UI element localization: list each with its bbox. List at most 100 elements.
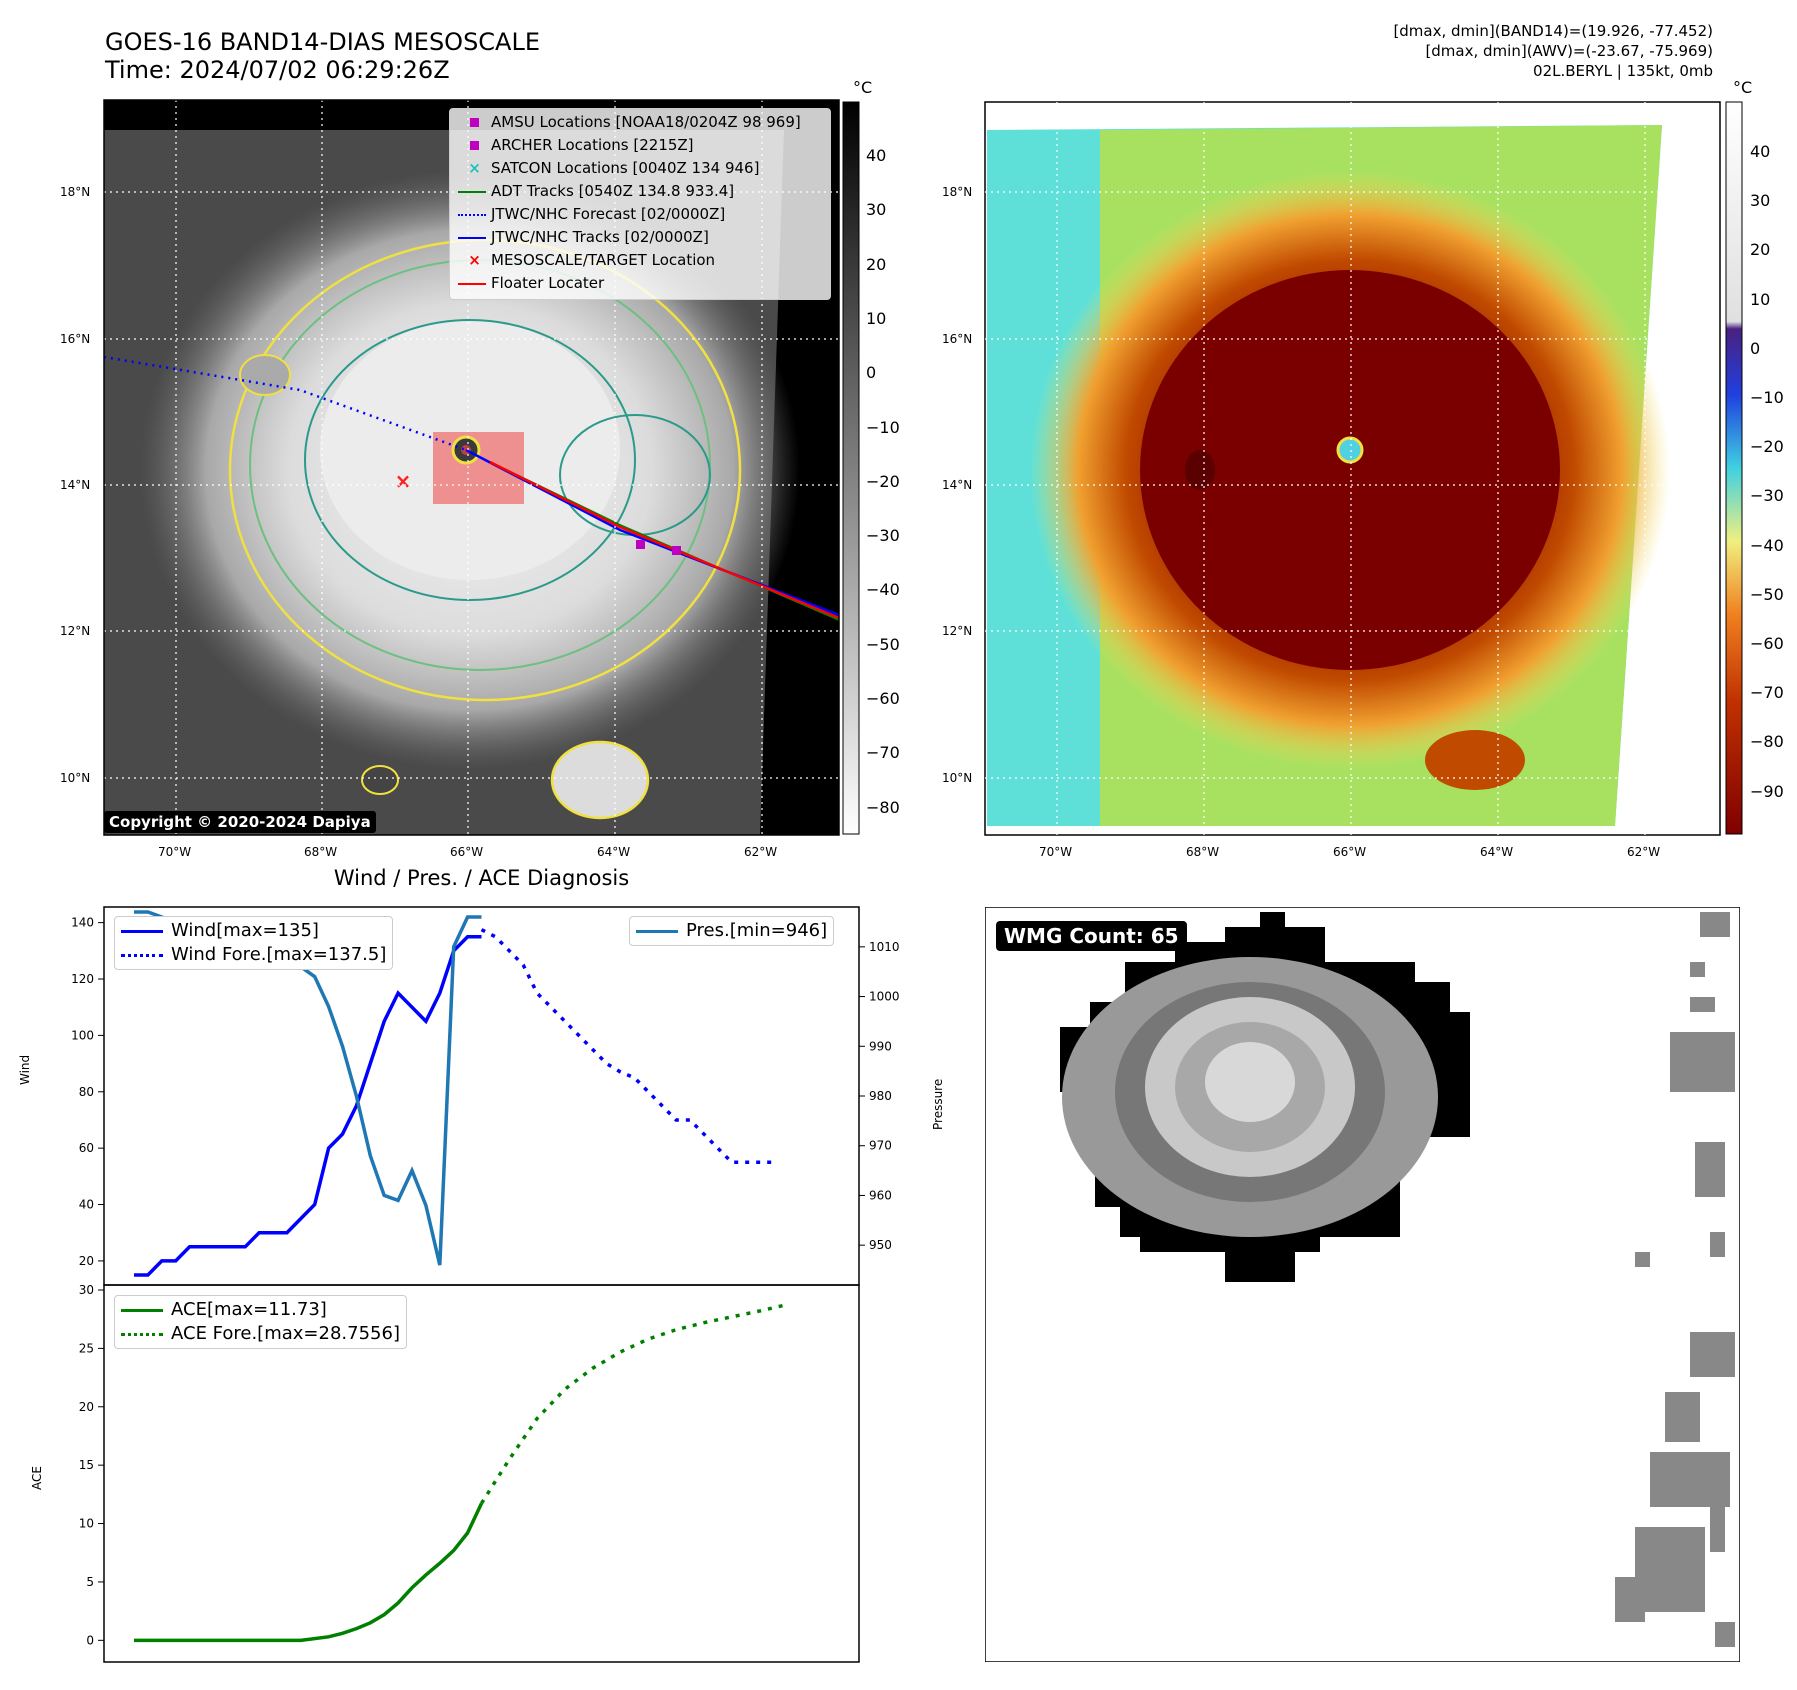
legend-marker: × — [468, 251, 481, 269]
pressure-ylabel: Pressure — [931, 1078, 945, 1130]
map-legend-item: × MESOSCALE/TARGET Location — [458, 251, 715, 269]
lon-label: 68°W — [304, 845, 338, 859]
map-legend-item: × SATCON Locations [0040Z 134 946] — [458, 159, 759, 177]
map-legend: AMSU Locations [NOAA18/0204Z 98 969] ARCH… — [449, 108, 831, 300]
ace-tick-label: 10 — [79, 1517, 94, 1531]
colorbar1-tick: 20 — [866, 254, 887, 274]
legend-label: Floater Locater — [491, 274, 605, 292]
lon-label: 62°W — [1627, 845, 1661, 859]
wind-forecast-line — [480, 928, 774, 1164]
colorbar2-tick: −40 — [1750, 535, 1784, 555]
colorbar2-tick: −60 — [1750, 634, 1784, 653]
wind-tick-label: 140 — [71, 916, 94, 930]
lon-label: 64°W — [1480, 845, 1514, 859]
ace-fore-legend-label: ACE Fore.[max=28.7556] — [171, 1323, 400, 1344]
pressure-tick-label: 950 — [869, 1238, 892, 1252]
lon-label: 64°W — [597, 845, 631, 859]
colorbar1-tick: 30 — [866, 200, 887, 220]
lat-label: 18°N — [942, 185, 973, 199]
wind-tick-label: 120 — [71, 972, 94, 986]
wind-legend-label: Wind[max=135] — [171, 920, 319, 941]
colorbar2-tick: 30 — [1750, 191, 1771, 211]
legend-label: SATCON Locations [0040Z 134 946] — [491, 159, 760, 177]
lon-label: 66°W — [450, 845, 484, 859]
ace-fore-legend-swatch — [121, 1332, 163, 1336]
pressure-tick-label: 970 — [869, 1139, 892, 1153]
legend-label: MESOSCALE/TARGET Location — [491, 251, 716, 269]
lat-label: 16°N — [942, 332, 973, 346]
lon-label: 70°W — [1039, 845, 1073, 859]
colorbar2-tick: 10 — [1750, 289, 1771, 309]
ace-series-line — [134, 1502, 484, 1643]
legend-label: AMSU Locations [NOAA18/0204Z 98 969] — [491, 113, 801, 131]
pressure-tick-label: 980 — [869, 1089, 892, 1103]
ace-tick-label: 0 — [86, 1633, 94, 1647]
map-legend-item: JTWC/NHC Forecast [02/0000Z] — [458, 205, 725, 223]
wind-series-line — [134, 934, 482, 1277]
colorbar1-tick: −70 — [866, 743, 900, 763]
wind-tick-label: 40 — [79, 1198, 94, 1212]
copyright-tag: Copyright © 2020-2024 Dapiya — [104, 811, 376, 833]
wmg-count-badge: WMG Count: 65 — [996, 921, 1187, 951]
wind-tick-label: 80 — [79, 1085, 94, 1099]
lat-label: 14°N — [942, 478, 973, 492]
legend-marker — [458, 190, 486, 193]
wmg-panel — [985, 907, 1740, 1662]
pressure-tick-label: 1000 — [869, 990, 900, 1004]
wind-fore-legend-label: Wind Fore.[max=137.5] — [171, 944, 387, 965]
map-legend-item: Floater Locater — [458, 274, 604, 292]
colorbar1-tick: 10 — [866, 308, 887, 328]
pres-legend: Pres.[min=946] — [629, 916, 835, 946]
colorbar1-tick: −50 — [866, 634, 900, 654]
ace-tick-label: 15 — [79, 1458, 94, 1472]
wind-tick-label: 100 — [71, 1028, 94, 1042]
colorbar1-tick: −30 — [866, 526, 900, 546]
pressure-tick-label: 960 — [869, 1188, 892, 1202]
ace-axes — [103, 1284, 860, 1663]
lat-label: 16°N — [60, 332, 91, 346]
lon-label: 66°W — [1333, 845, 1367, 859]
colorbar1-tick: −40 — [866, 580, 900, 600]
lon-label: 70°W — [158, 845, 192, 859]
pressure-tick-label: 990 — [869, 1039, 892, 1053]
colorbar1-tick: −80 — [866, 797, 900, 817]
colorbar2-tick: −30 — [1750, 486, 1784, 506]
wind-ylabel: Wind — [18, 1054, 32, 1085]
wind-tick-label: 60 — [79, 1141, 94, 1155]
legend-marker — [458, 282, 486, 285]
ace-tick-label: 30 — [79, 1283, 94, 1297]
legend-label: ADT Tracks [0540Z 134.8 933.4] — [491, 182, 735, 200]
legend-marker — [470, 118, 479, 127]
header-right-line3: 02L.BERYL | 135kt, 0mb — [1533, 62, 1713, 80]
lon-label: 68°W — [1186, 845, 1220, 859]
header-right-line2: [dmax, dmin](AWV)=(-23.67, -75.969) — [1425, 42, 1713, 60]
legend-marker: × — [468, 159, 481, 177]
ace-tick-label: 25 — [79, 1341, 94, 1355]
ace-legend-swatch — [121, 1308, 163, 1312]
figure-title-line2: Time: 2024/07/02 06:29:26Z — [105, 56, 450, 84]
legend-label: JTWC/NHC Forecast [02/0000Z] — [491, 205, 726, 223]
wind-legend-swatch — [121, 929, 163, 933]
lat-label: 12°N — [60, 624, 91, 638]
lat-label: 12°N — [942, 624, 973, 638]
svg-text:×: × — [395, 469, 412, 493]
ace-tick-label: 20 — [79, 1400, 94, 1414]
ace-ylabel: ACE — [30, 1466, 44, 1490]
ir-colorbar — [842, 101, 860, 835]
colorbar1-tick: −60 — [866, 689, 900, 708]
wv-map — [984, 101, 1721, 836]
colorbar2-unit: °C — [1733, 78, 1753, 97]
colorbar2-tick: −20 — [1750, 437, 1784, 457]
map-legend-item: ADT Tracks [0540Z 134.8 933.4] — [458, 182, 734, 200]
colorbar2-tick: −50 — [1750, 584, 1784, 604]
lon-label: 62°W — [744, 845, 778, 859]
wind-tick-label: 20 — [79, 1254, 94, 1268]
legend-marker — [458, 236, 486, 239]
ace-legend-label: ACE[max=11.73] — [171, 1299, 327, 1320]
header-right-line1: [dmax, dmin](BAND14)=(19.926, -77.452) — [1393, 22, 1713, 40]
ace-forecast-line — [480, 1302, 788, 1505]
ace-legend: ACE[max=11.73] ACE Fore.[max=28.7556] — [114, 1295, 407, 1349]
map-legend-item: ARCHER Locations [2215Z] — [458, 136, 694, 154]
pres-legend-label: Pres.[min=946] — [686, 920, 828, 941]
